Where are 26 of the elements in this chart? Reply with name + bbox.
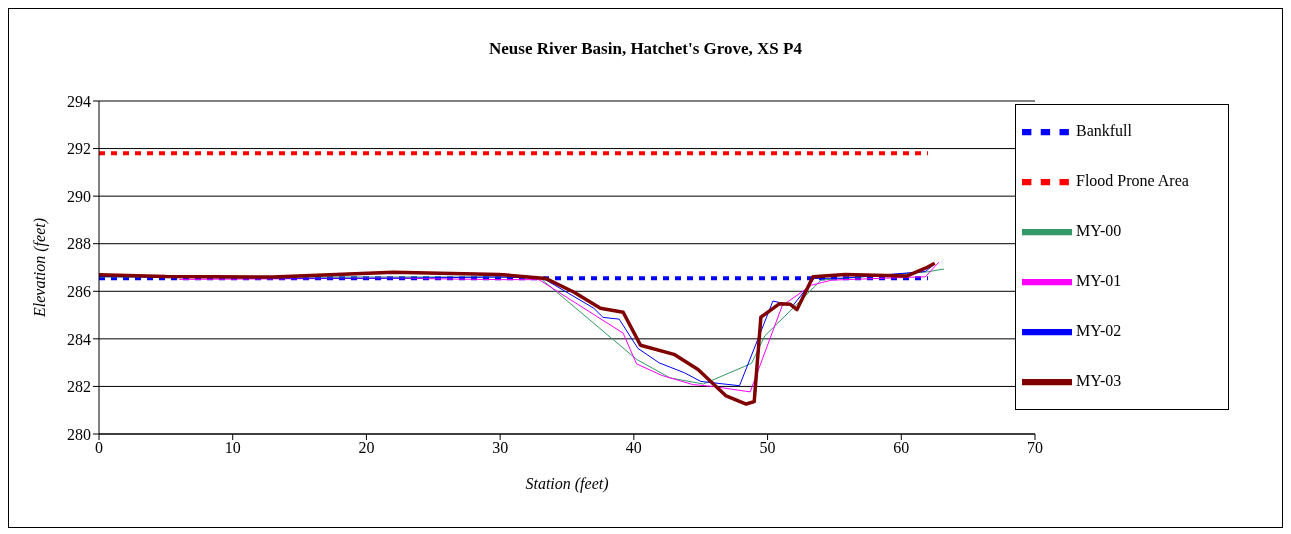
x-tick-label: 70 (1027, 439, 1043, 457)
y-tick-label: 282 (67, 378, 91, 396)
x-tick-label: 40 (625, 439, 642, 457)
x-tick-label: 20 (358, 439, 375, 457)
x-tick-label: 0 (95, 439, 103, 457)
y-tick-label: 294 (67, 92, 91, 110)
legend-label: MY-03 (1076, 371, 1122, 389)
x-tick-label: 10 (224, 439, 241, 457)
y-tick-label: 290 (67, 187, 91, 205)
y-tick-label: 288 (67, 235, 91, 253)
legend-label: Flood Prone Area (1076, 171, 1189, 189)
y-tick-label: 292 (67, 140, 91, 158)
line-series (99, 261, 937, 406)
legend-label: MY-02 (1076, 321, 1122, 339)
legend-label: Bankfull (1076, 121, 1132, 139)
x-axis-title: Station (feet) (525, 475, 609, 493)
legend-label: MY-01 (1076, 271, 1122, 289)
x-tick-label: 60 (893, 439, 910, 457)
y-tick-label: 286 (67, 282, 91, 300)
x-tick-label: 30 (492, 439, 509, 457)
y-tick-label: 284 (67, 330, 91, 348)
y-tick-label: 280 (67, 425, 91, 443)
x-tick-label: 50 (759, 439, 776, 457)
legend-label: MY-00 (1076, 221, 1122, 239)
chart-title: Neuse River Basin, Hatchet's Grove, XS P4 (488, 39, 803, 59)
y-axis-title: Elevation (feet) (30, 217, 49, 319)
